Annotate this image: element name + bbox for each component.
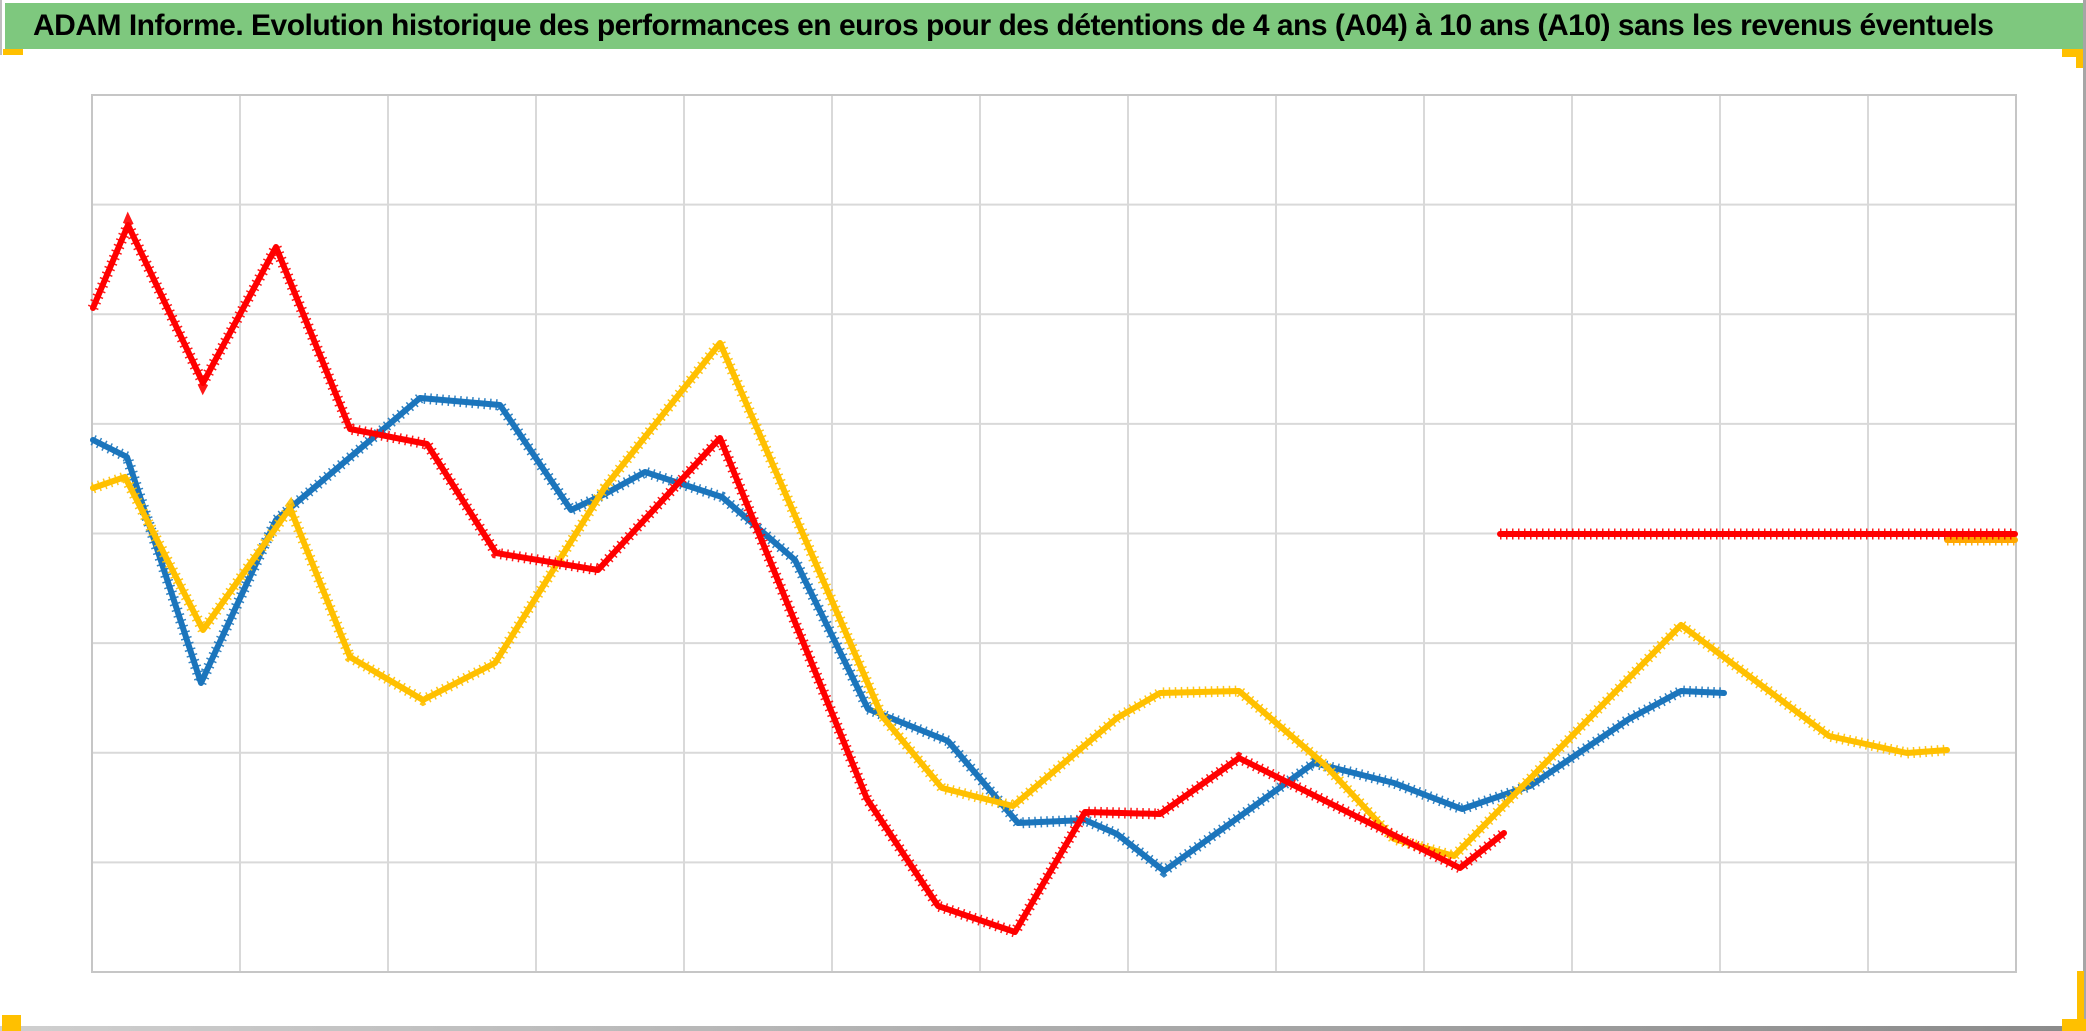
page-title: ADAM Informe. Evolution historique des p… bbox=[33, 9, 1994, 42]
bottom-shadow-bar bbox=[0, 1026, 2086, 1031]
series-yellow-line bbox=[90, 340, 1950, 859]
right-edge-line bbox=[2083, 0, 2086, 1031]
accent-under-header-left bbox=[3, 49, 23, 55]
series-red-line bbox=[90, 222, 1507, 935]
accent-bottom-left-square bbox=[2, 1015, 21, 1031]
accent-corner-top-right-h bbox=[2062, 49, 2083, 57]
left-edge-tick bbox=[0, 0, 2, 55]
accent-corner-bottom-right bbox=[2062, 1019, 2086, 1031]
header-bar: ADAM Informe. Evolution historique des p… bbox=[5, 3, 2083, 49]
accent-corner-top-right-v bbox=[2076, 49, 2083, 68]
series-red-markers bbox=[87, 211, 1508, 939]
series-yellow-markers bbox=[91, 332, 1948, 863]
accent-right-vertical-bar bbox=[2077, 971, 2084, 1023]
chart-series-lines bbox=[87, 211, 2018, 939]
series-blue-line bbox=[90, 395, 1727, 874]
